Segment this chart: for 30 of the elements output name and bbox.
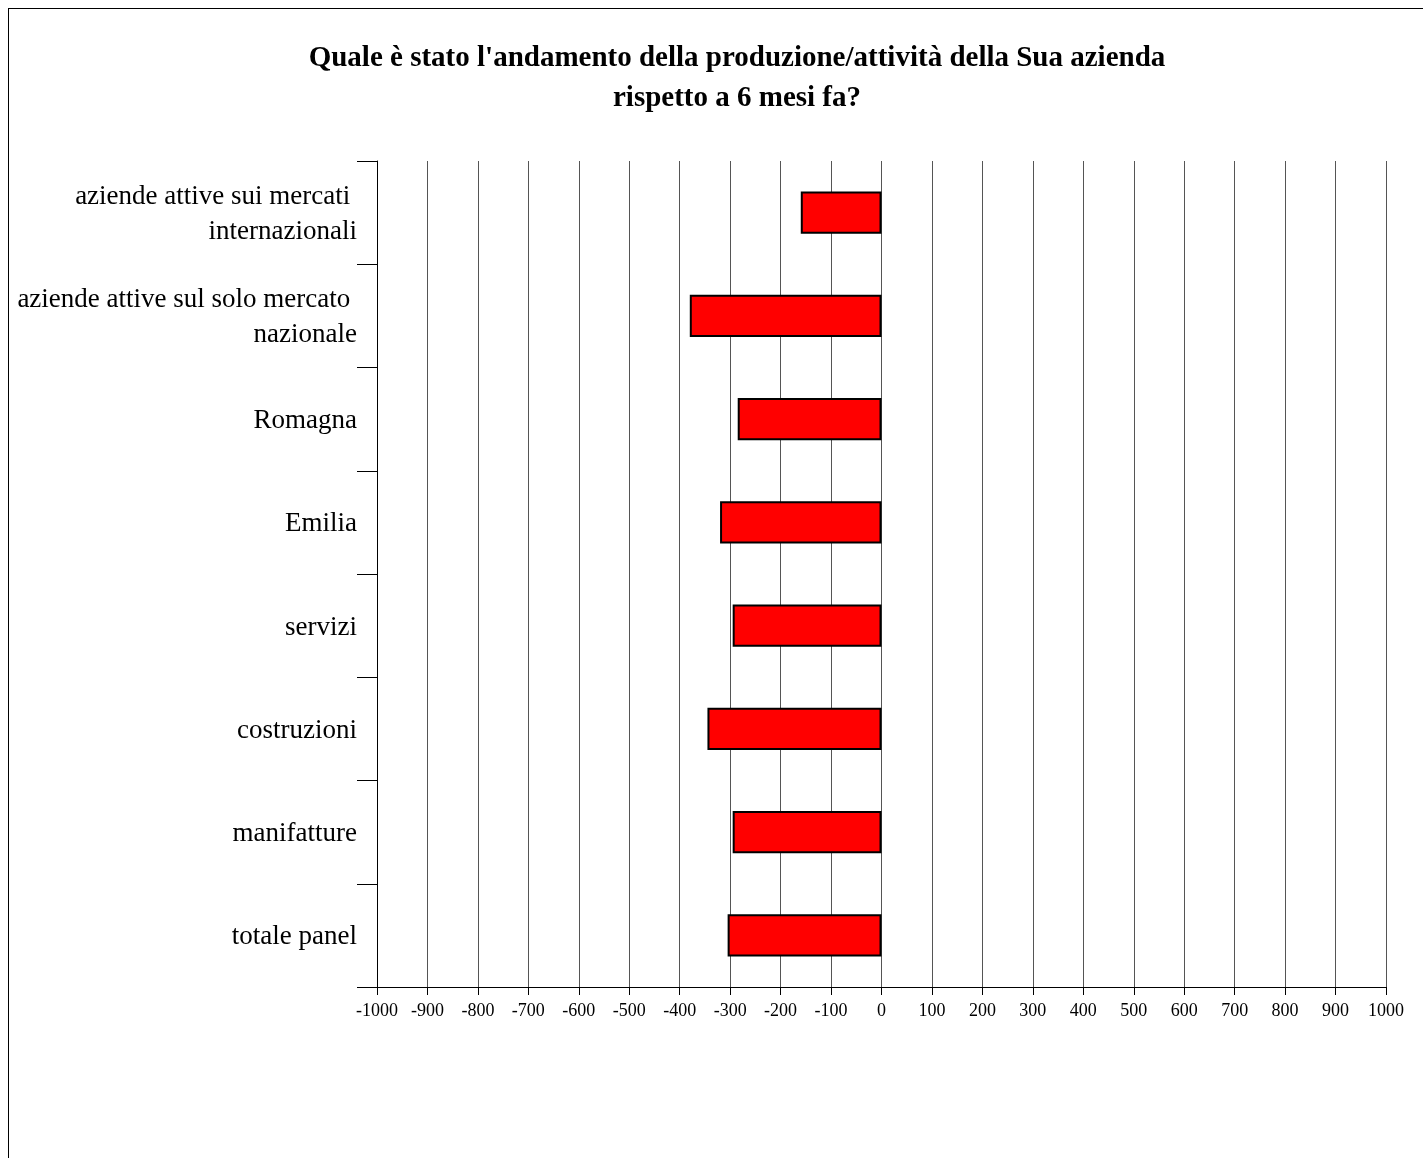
x-tick-label: 600 (1170, 1000, 1198, 1020)
x-tick-label: -300 (713, 1000, 747, 1020)
x-tick-label: 0 (877, 1000, 886, 1020)
x-tick-label: 100 (918, 1000, 946, 1020)
x-tick-label: -900 (410, 1000, 444, 1020)
y-tick-label: totale panel (231, 920, 357, 951)
y-tick-label: servizi (285, 610, 357, 641)
y-tick-label: aziende attive sui mercati internazionali (75, 180, 357, 246)
y-tick-label: costruzioni (237, 713, 357, 744)
x-tick-label: 400 (1069, 1000, 1097, 1020)
x-tick-label: -100 (814, 1000, 848, 1020)
y-tick-label: aziende attive sul solo mercato nazionale (17, 283, 357, 349)
x-tick-label: 800 (1271, 1000, 1299, 1020)
y-tick-label: manifatture (232, 817, 357, 848)
x-tick-label: 500 (1120, 1000, 1148, 1020)
x-tick-label: -800 (461, 1000, 495, 1020)
x-tick-label: -600 (562, 1000, 596, 1020)
x-tick-label: -700 (511, 1000, 545, 1020)
x-tick-label: 700 (1221, 1000, 1249, 1020)
y-tick-label: Emilia (285, 507, 358, 538)
x-tick-label: 200 (968, 1000, 996, 1020)
x-tick-label: -1000 (356, 1000, 398, 1020)
y-tick-label: Romagna (253, 404, 358, 435)
x-tick-label: -200 (764, 1000, 798, 1020)
x-tick-label: -500 (612, 1000, 646, 1020)
x-tick-label: 1000 (1368, 1000, 1404, 1020)
x-tick-label: 900 (1322, 1000, 1350, 1020)
chart-title: Quale è stato l'andamento della produzione/attività della Sua azienda rispetto a 6 mesi fa? (307, 39, 1167, 114)
x-tick-label: -400 (663, 1000, 697, 1020)
x-tick-label: 300 (1019, 1000, 1047, 1020)
